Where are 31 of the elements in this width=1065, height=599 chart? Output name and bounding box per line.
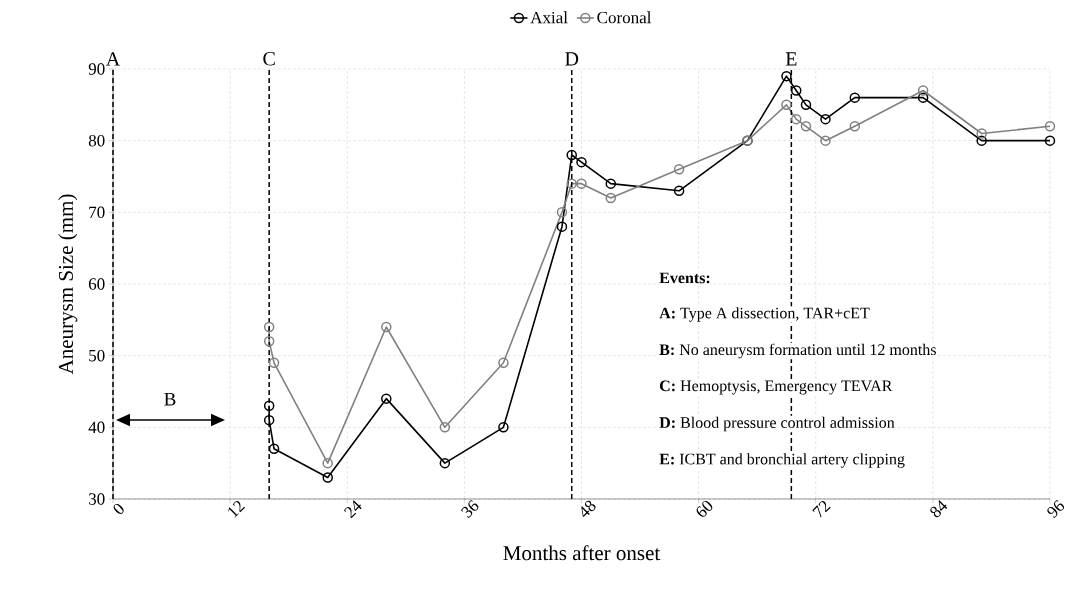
ref-line-label: D bbox=[565, 52, 579, 66]
y-axis-title: Aneurysm Size (mm) bbox=[58, 194, 78, 375]
annotation: B bbox=[164, 392, 176, 406]
x-axis-title: Months after onset bbox=[503, 545, 661, 561]
legend-label: Coronal bbox=[597, 11, 652, 24]
annotation: B: No aneurysm formation until 12 months bbox=[659, 343, 936, 359]
x-tick-label: 48 bbox=[581, 500, 596, 517]
ref-line-label: C bbox=[263, 52, 275, 66]
x-tick-label: 96 bbox=[1047, 499, 1065, 519]
x-tick-label: 72 bbox=[812, 500, 831, 518]
legend-label: Axial bbox=[530, 11, 568, 24]
x-tick-label: 0 bbox=[113, 503, 124, 514]
x-tick-label: 36 bbox=[461, 499, 479, 519]
annotation: C: Hemoptysis, Emergency TEVAR bbox=[659, 380, 893, 395]
x-tick-label: 84 bbox=[930, 500, 948, 518]
y-tick-label: 60 bbox=[88, 278, 105, 290]
y-tick-label: 40 bbox=[88, 421, 105, 434]
y-tick-label: 30 bbox=[89, 493, 105, 505]
y-tick-label: 70 bbox=[89, 206, 105, 219]
annotation: D: Blood pressure control admission bbox=[659, 416, 895, 432]
annotation: E: ICBT and bronchial artery clipping bbox=[659, 453, 905, 468]
y-tick-label: 80 bbox=[88, 134, 105, 147]
ref-line-label: E bbox=[785, 52, 797, 66]
annotation: A: Type A dissection, TAR+cET bbox=[659, 307, 870, 322]
x-tick-label: 60 bbox=[696, 500, 713, 517]
ref-line-label: A bbox=[105, 52, 121, 66]
x-tick-label: 12 bbox=[228, 500, 246, 518]
annotation: Events: bbox=[659, 272, 710, 284]
y-tick-label: 50 bbox=[89, 349, 105, 362]
y-tick-label: 90 bbox=[88, 63, 105, 75]
x-tick-label: 24 bbox=[343, 500, 362, 519]
